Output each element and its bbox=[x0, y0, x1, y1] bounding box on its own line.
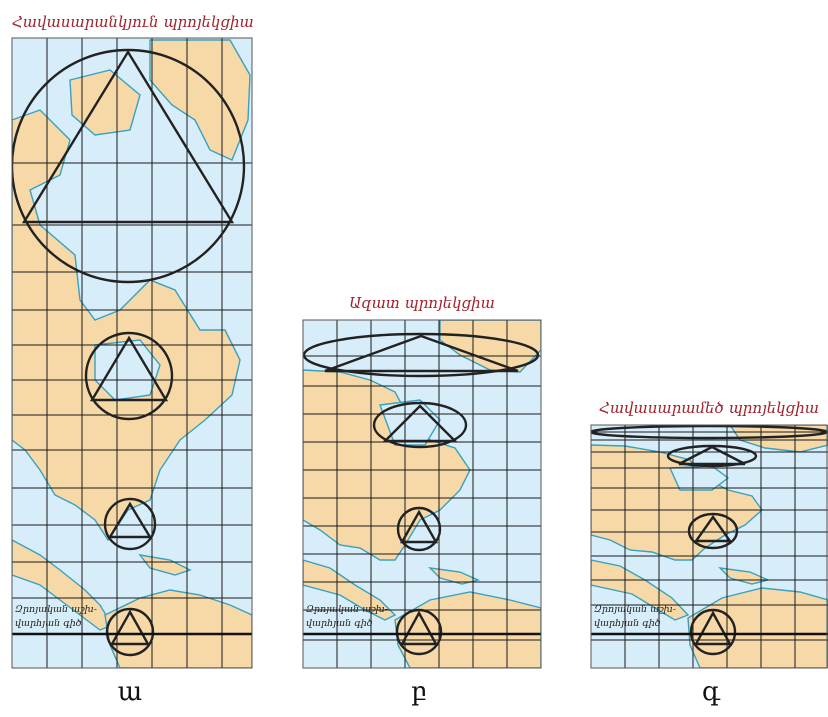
equator-label-b-line2: վարհյան գիծ bbox=[306, 618, 373, 629]
indicatrix-ellipse-b2 bbox=[372, 401, 468, 449]
indicatrix-triangle-a4 bbox=[109, 609, 151, 646]
indicatrix-triangle-b3 bbox=[399, 509, 439, 544]
graticule-a bbox=[12, 38, 252, 668]
equator-label-b-line1: Զրոյական աշխ- bbox=[306, 604, 388, 615]
indicatrix-circle-c4 bbox=[689, 608, 737, 656]
indicatrix-triangle-a2 bbox=[89, 335, 169, 402]
panel-c-map bbox=[591, 425, 828, 668]
land-north-america bbox=[591, 444, 763, 561]
indicatrix-triangle-a3 bbox=[107, 501, 153, 539]
panel-b-title: Ազատ պրոյեկցիա bbox=[349, 294, 495, 312]
indicatrix-circle-a2 bbox=[84, 331, 174, 421]
indicatrix-triangle-b2 bbox=[382, 404, 458, 443]
panel-a: Հավասարանկյուն պրոյեկցիա bbox=[11, 13, 254, 707]
equator-label-a-line2: վարհյան գիծ bbox=[15, 618, 82, 629]
indicatrix-circle-b3 bbox=[396, 506, 442, 552]
panel-c-frame bbox=[590, 424, 828, 669]
indicatrix-triangle-b1 bbox=[324, 334, 519, 373]
panel-c-caption: գ bbox=[702, 677, 721, 707]
panel-c: Հավասարամեծ պրոյեկցիա bbox=[590, 399, 828, 707]
equator-label-c-line2: վարհյան գիծ bbox=[594, 618, 661, 629]
land-greenland bbox=[149, 39, 251, 161]
land-north-america bbox=[12, 109, 241, 542]
land-central-america bbox=[303, 559, 397, 621]
indicatrix-triangle-c3 bbox=[693, 514, 733, 543]
indicatrix-ellipse-b1 bbox=[303, 332, 540, 378]
panel-c-title: Հավասարամեծ պրոյեկցիա bbox=[599, 399, 819, 417]
indicatrix-ellipse-c3 bbox=[687, 512, 739, 550]
panel-a-caption: ա bbox=[118, 677, 143, 707]
indicatrix-triangle-c4 bbox=[693, 610, 733, 646]
land-north-america bbox=[303, 369, 471, 561]
indicatrix-triangle-b4 bbox=[399, 610, 439, 646]
panel-b-caption: բ bbox=[411, 677, 427, 707]
indicatrix-circle-a4 bbox=[105, 607, 155, 657]
panel-a-frame bbox=[11, 37, 253, 669]
equator-label-c-line1: Զրոյական աշխ- bbox=[594, 604, 676, 615]
panel-a-title: Հավասարանկյուն պրոյեկցիա bbox=[12, 13, 254, 31]
panel-b: Ազատ պրոյեկցիա bbox=[302, 294, 542, 707]
panel-b-frame bbox=[302, 319, 542, 669]
indicatrix-triangle-a1 bbox=[21, 49, 235, 224]
indicatrix-circle-b4 bbox=[395, 608, 443, 656]
land-south-america bbox=[104, 589, 252, 668]
panel-b-map bbox=[303, 320, 541, 668]
panel-a-map bbox=[12, 38, 252, 668]
indicatrix-triangle-c2 bbox=[678, 445, 746, 466]
graticule-c bbox=[591, 425, 828, 668]
equator-label-a-line1: Զրոյական աշխ- bbox=[15, 604, 97, 615]
indicatrix-circle-a3 bbox=[103, 497, 157, 551]
